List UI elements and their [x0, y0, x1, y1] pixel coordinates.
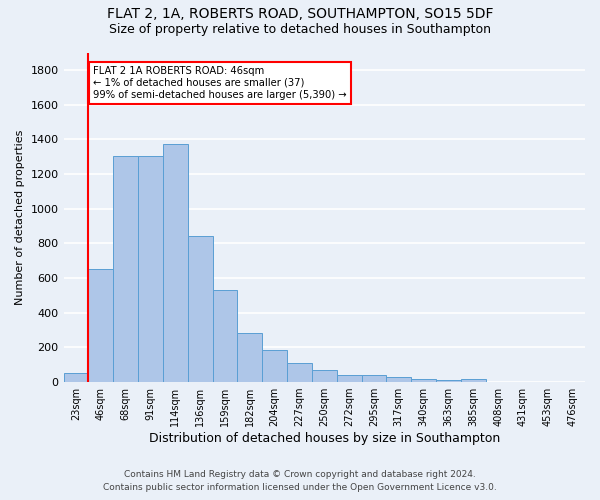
Bar — [312, 370, 337, 382]
Bar — [113, 156, 138, 382]
Bar — [188, 236, 212, 382]
Bar — [436, 380, 461, 382]
Text: Contains HM Land Registry data © Crown copyright and database right 2024.
Contai: Contains HM Land Registry data © Crown c… — [103, 470, 497, 492]
Text: FLAT 2, 1A, ROBERTS ROAD, SOUTHAMPTON, SO15 5DF: FLAT 2, 1A, ROBERTS ROAD, SOUTHAMPTON, S… — [107, 8, 493, 22]
Bar — [238, 332, 262, 382]
Bar — [64, 372, 88, 382]
Bar — [212, 290, 238, 382]
Bar — [411, 378, 436, 382]
Text: FLAT 2 1A ROBERTS ROAD: 46sqm
← 1% of detached houses are smaller (37)
99% of se: FLAT 2 1A ROBERTS ROAD: 46sqm ← 1% of de… — [94, 66, 347, 100]
Bar — [337, 376, 362, 382]
Bar — [362, 376, 386, 382]
Bar — [461, 378, 485, 382]
Text: Size of property relative to detached houses in Southampton: Size of property relative to detached ho… — [109, 22, 491, 36]
Bar — [138, 156, 163, 382]
Bar — [163, 144, 188, 382]
Bar — [88, 270, 113, 382]
Bar — [287, 363, 312, 382]
Y-axis label: Number of detached properties: Number of detached properties — [15, 130, 25, 305]
Bar — [262, 350, 287, 382]
X-axis label: Distribution of detached houses by size in Southampton: Distribution of detached houses by size … — [149, 432, 500, 445]
Bar — [386, 377, 411, 382]
